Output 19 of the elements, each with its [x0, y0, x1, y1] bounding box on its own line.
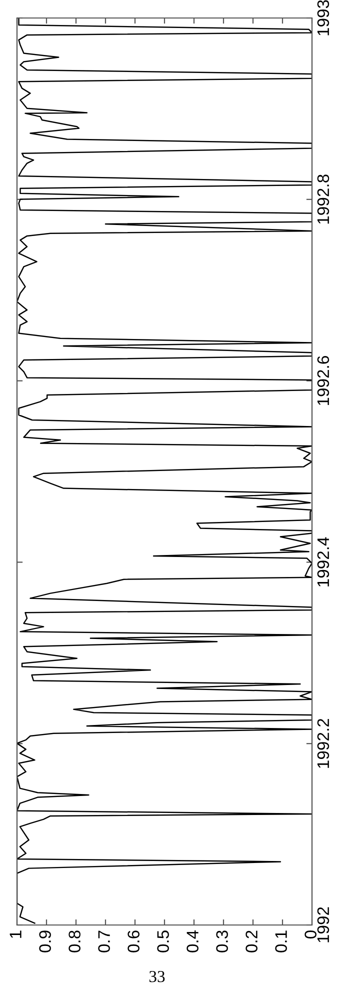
line-series	[17, 18, 312, 924]
y-tick-label: 1992.8	[317, 174, 330, 224]
x-tick-label: 0.5	[157, 930, 169, 952]
y-tick-label: 1992.2	[317, 718, 330, 768]
x-tick-label: 0.8	[68, 930, 80, 952]
y-tick-label: 1992	[317, 907, 330, 942]
x-tick-label: 0.1	[275, 930, 287, 952]
x-tick-label: 0.4	[186, 930, 198, 952]
x-tick-label: 0	[304, 930, 316, 938]
text: 33	[149, 970, 165, 982]
y-tick-label: 1992.4	[317, 537, 330, 586]
x-tick-label: 0.6	[128, 930, 140, 952]
x-tick-label: 0.3	[216, 930, 228, 952]
x-tick-label: 0.9	[39, 930, 51, 952]
x-tick-label: 0.2	[246, 930, 258, 952]
y-tick-label: 1992.6	[317, 356, 330, 406]
y-tick-label: 1993	[317, 0, 330, 36]
x-tick-label: 0.7	[98, 930, 110, 952]
x-tick-label: 1	[10, 930, 22, 938]
